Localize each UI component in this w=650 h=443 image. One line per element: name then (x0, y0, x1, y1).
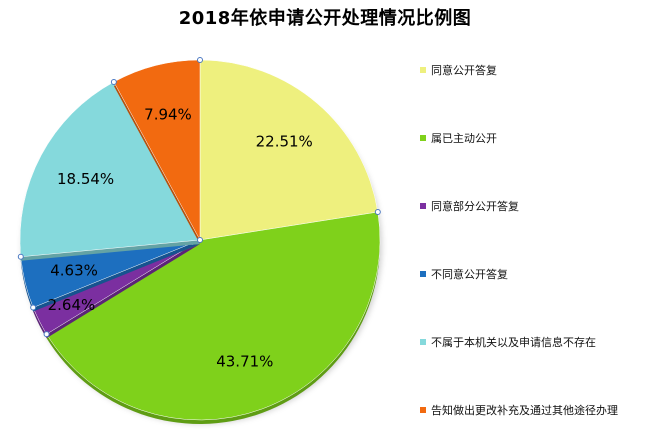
legend-swatch-1 (420, 135, 426, 141)
legend-label-1: 属已主动公开 (431, 132, 497, 145)
slice-label-2: 2.64% (48, 296, 96, 314)
legend-label-5: 告知做出更改补充及通过其他途径办理 (431, 404, 618, 417)
legend-label-0: 同意公开答复 (431, 64, 497, 77)
slice-label-0: 22.51% (256, 132, 313, 150)
slice-edge-handle-4 (17, 253, 24, 260)
legend-item-0: 同意公开答复 (420, 62, 497, 78)
slice-edge-handle-5 (110, 78, 117, 85)
legend-swatch-5 (420, 407, 426, 413)
legend-swatch-0 (420, 67, 426, 73)
legend-label-4: 不属于本机关以及申请信息不存在 (431, 336, 596, 349)
legend-item-5: 告知做出更改补充及通过其他途径办理 (420, 402, 618, 418)
slice-label-3: 4.63% (50, 262, 98, 280)
slice-label-5: 7.94% (144, 105, 192, 123)
pie-slices (19, 59, 381, 425)
pie-labels: 22.51% 43.71% 2.64% 4.63% 18.54% 7.94% (17, 57, 381, 371)
legend-item-3: 不同意公开答复 (420, 266, 508, 282)
chart-title: 2018年依申请公开处理情况比例图 (178, 8, 472, 29)
legend-item-1: 属已主动公开 (420, 130, 497, 146)
slice-edge-handle-0 (197, 57, 203, 63)
legend-swatch-4 (420, 339, 426, 345)
legend-item-4: 不属于本机关以及申请信息不存在 (420, 334, 596, 350)
slice-label-1: 43.71% (216, 353, 273, 371)
slice-edge-handle-2 (43, 331, 50, 338)
pie-center-handle (197, 237, 203, 243)
legend-swatch-3 (420, 271, 426, 277)
pie-slice-1[interactable] (46, 211, 381, 421)
legend-label-2: 同意部分公开答复 (431, 200, 519, 213)
legend-item-2: 同意部分公开答复 (420, 198, 519, 214)
legend-label-3: 不同意公开答复 (431, 268, 508, 281)
slice-edge-handle-1 (374, 209, 381, 216)
slice-edge-handle-3 (30, 304, 37, 311)
pie-slice-0[interactable] (199, 59, 379, 241)
legend-swatch-2 (420, 203, 426, 209)
pie-slice-4[interactable] (19, 81, 201, 258)
slice-label-4: 18.54% (57, 170, 114, 188)
